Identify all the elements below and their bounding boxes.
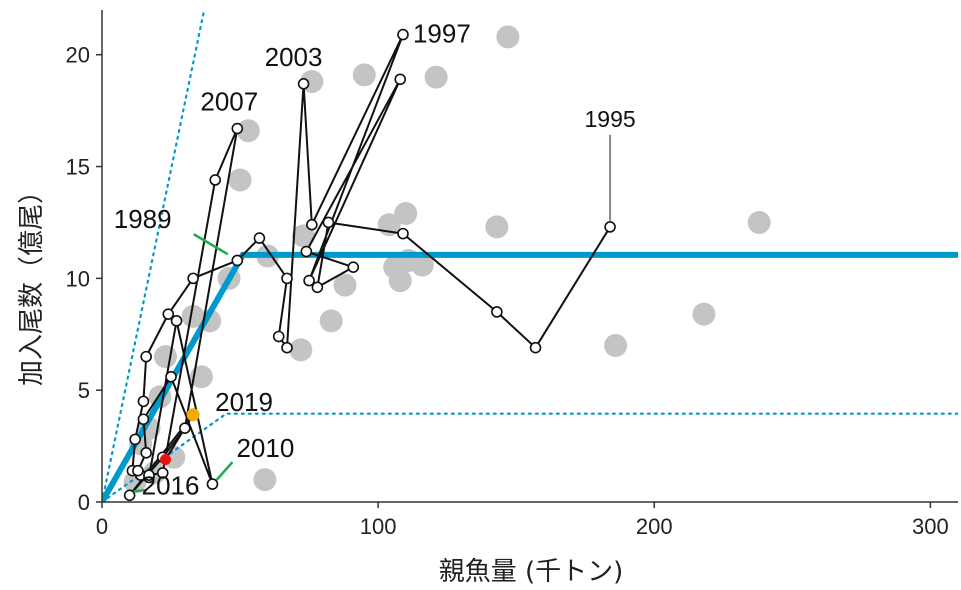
trajectory-point bbox=[140, 446, 152, 459]
grey-points-layer bbox=[123, 25, 771, 494]
grey-data-point bbox=[604, 333, 628, 357]
year-label-2016: 2016 bbox=[142, 470, 200, 500]
grey-data-point bbox=[181, 304, 205, 328]
year-label-1997: 1997 bbox=[413, 19, 471, 49]
grey-data-point bbox=[388, 269, 412, 293]
grey-data-point bbox=[496, 25, 520, 49]
grey-data-point bbox=[292, 224, 316, 248]
trajectory-point bbox=[394, 73, 407, 86]
grey-data-point bbox=[319, 309, 343, 333]
point-2019 bbox=[186, 408, 200, 422]
grey-data-point bbox=[333, 273, 357, 297]
grey-data-point bbox=[485, 215, 509, 239]
x-tick-label: 200 bbox=[636, 514, 673, 539]
trajectory-point bbox=[137, 395, 150, 408]
trajectory-point bbox=[306, 218, 318, 231]
x-axis-title: 親魚量 (千トン) bbox=[439, 557, 624, 587]
trajectory-point bbox=[281, 341, 293, 354]
grey-data-point bbox=[253, 468, 277, 492]
x-tick-label: 0 bbox=[96, 514, 108, 539]
trajectory-point bbox=[137, 413, 150, 426]
trajectory-point bbox=[491, 306, 503, 318]
y-axis-title: 加入尾数（億尾） bbox=[17, 178, 47, 386]
trajectory-layer bbox=[123, 28, 616, 502]
hockey-stick-layer bbox=[102, 10, 958, 502]
trajectory-point bbox=[170, 315, 183, 327]
trajectory-point bbox=[209, 174, 222, 186]
grey-data-point bbox=[236, 119, 260, 143]
trajectory-point bbox=[604, 221, 616, 233]
hockey-stick-lower-bound bbox=[102, 412, 958, 502]
trajectory-point bbox=[123, 489, 136, 502]
year-label-2010: 2010 bbox=[236, 433, 294, 463]
trajectory-point bbox=[297, 78, 310, 90]
grey-data-point bbox=[228, 168, 252, 192]
year-label-1989: 1989 bbox=[114, 204, 172, 234]
year-label-2007: 2007 bbox=[200, 87, 258, 117]
y-tick-label: 5 bbox=[78, 378, 90, 403]
trajectory-point bbox=[165, 370, 177, 383]
trajectory-point bbox=[300, 245, 313, 258]
annotation-leader bbox=[133, 489, 146, 493]
trajectory-point bbox=[140, 350, 152, 363]
trajectory-point bbox=[132, 464, 144, 477]
trajectory-point bbox=[529, 341, 542, 354]
grey-data-point bbox=[410, 253, 434, 277]
annotation-leader bbox=[215, 461, 234, 481]
trajectory-point bbox=[129, 433, 141, 446]
y-tick-label: 0 bbox=[78, 490, 90, 515]
hockey-stick-upper-bound bbox=[102, 10, 206, 502]
point-recent bbox=[160, 454, 172, 466]
grey-data-point bbox=[692, 302, 716, 326]
trajectory-point bbox=[303, 274, 315, 287]
trajectory-point bbox=[253, 232, 266, 244]
grey-data-point bbox=[747, 210, 771, 234]
trajectory-point bbox=[322, 216, 335, 229]
axes-layer: 0 100 200 300 0 5 10 15 20 bbox=[66, 10, 958, 539]
trajectory-point bbox=[231, 254, 244, 267]
y-tick-label: 10 bbox=[66, 266, 90, 291]
annotation-leader bbox=[193, 233, 229, 256]
trajectory-point bbox=[156, 467, 169, 479]
trajectory-point bbox=[162, 308, 175, 320]
grey-data-point bbox=[352, 63, 376, 87]
trajectory-point bbox=[206, 478, 219, 490]
grey-data-point bbox=[394, 202, 418, 226]
trajectory-point bbox=[272, 330, 285, 343]
trajectory-point bbox=[231, 122, 244, 135]
year-label-2003: 2003 bbox=[265, 42, 323, 72]
trajectory-point bbox=[143, 469, 155, 481]
y-tick-label: 15 bbox=[66, 155, 90, 180]
y-tick-label: 20 bbox=[66, 43, 90, 68]
trajectory-point bbox=[347, 261, 360, 273]
trajectory-point bbox=[397, 28, 409, 41]
year-label-2019: 2019 bbox=[215, 387, 273, 417]
trajectory-segment-recent bbox=[164, 414, 194, 461]
trajectory-point bbox=[397, 227, 409, 240]
trajectory-point bbox=[187, 272, 199, 285]
year-label-1995: 1995 bbox=[584, 106, 635, 132]
trajectory-point bbox=[311, 281, 324, 294]
grey-data-point bbox=[289, 338, 313, 362]
grey-data-point bbox=[154, 345, 178, 369]
trajectory-point bbox=[281, 272, 293, 285]
trajectory-point bbox=[179, 422, 191, 435]
x-tick-label: 300 bbox=[912, 514, 949, 539]
x-tick-label: 100 bbox=[360, 514, 397, 539]
grey-data-point bbox=[424, 65, 448, 89]
